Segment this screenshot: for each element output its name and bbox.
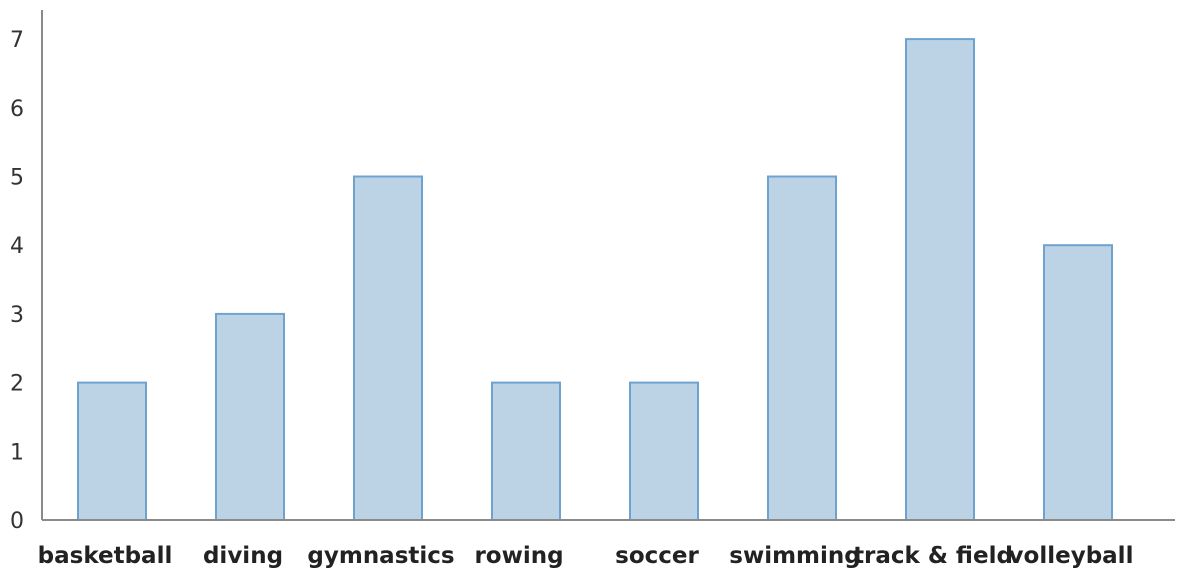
x-tick-label: rowing <box>474 543 563 569</box>
x-tick-label: soccer <box>615 543 699 569</box>
bar <box>77 381 147 521</box>
bars-group <box>77 38 1113 521</box>
x-tick-label: basketball <box>38 543 173 569</box>
bar <box>1043 244 1113 521</box>
x-tick-label: swimming <box>729 543 860 569</box>
y-tick-labels: 0 1 2 3 4 5 6 7 <box>10 28 24 534</box>
y-tick-label: 0 <box>10 509 24 534</box>
x-tick-label: track & field <box>853 543 1013 569</box>
bar <box>767 175 837 521</box>
x-tick-label: gymnastics <box>307 543 454 569</box>
y-tick-label: 3 <box>10 303 24 328</box>
bar <box>491 381 561 521</box>
x-tick-labels: basketball diving gymnastics rowing soccer sw… <box>38 543 1134 569</box>
y-tick-label: 6 <box>10 97 24 122</box>
y-tick-label: 7 <box>10 28 24 53</box>
bar <box>905 38 975 521</box>
y-tick-label: 1 <box>10 440 24 465</box>
y-tick-label: 2 <box>10 372 24 397</box>
x-tick-label: diving <box>203 543 283 569</box>
x-tick-label: volleyball <box>1009 543 1134 569</box>
y-tick-label: 5 <box>10 166 24 191</box>
bar <box>215 312 285 521</box>
y-tick-label: 4 <box>10 234 24 259</box>
bar <box>629 381 699 521</box>
bar <box>353 175 423 521</box>
